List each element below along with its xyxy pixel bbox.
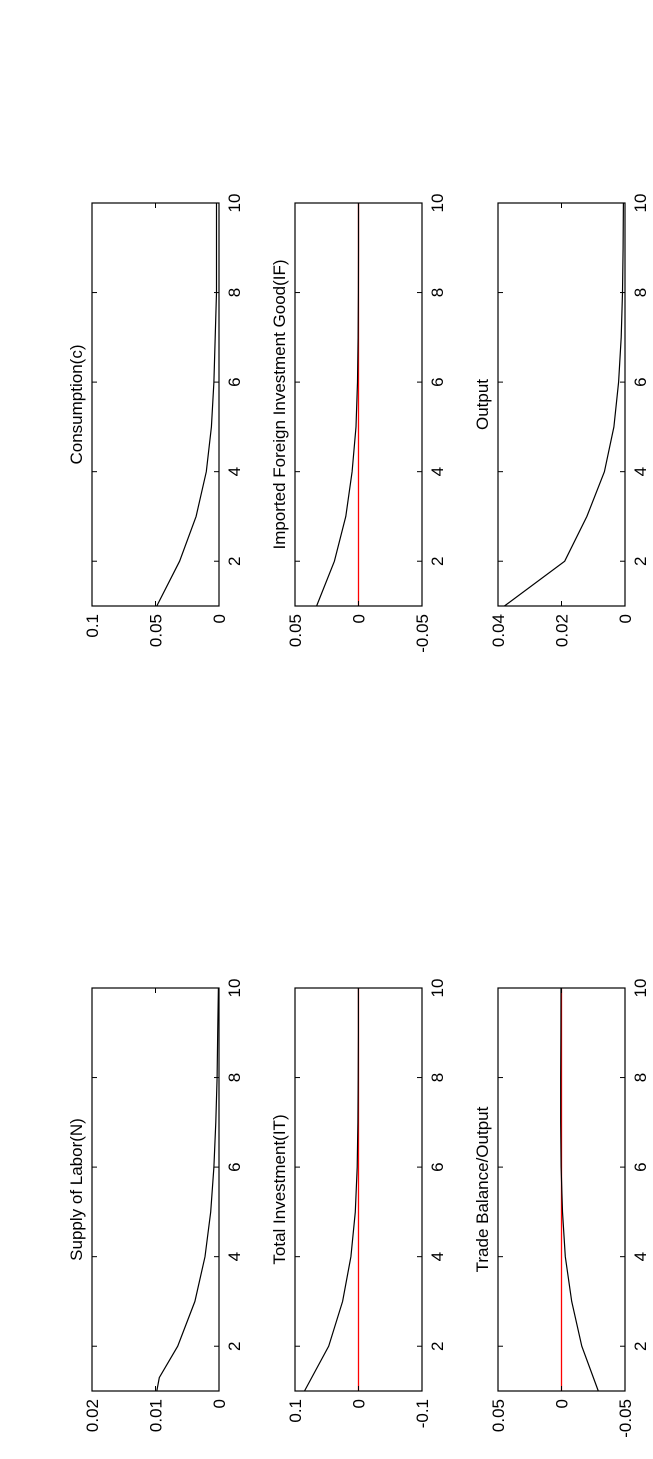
y-tick-label: 0.04 [489,614,508,647]
x-tick-label: 2 [225,1341,244,1350]
subplot-title: Total Investment(IT) [270,1114,289,1264]
y-tick-label: -0.05 [413,614,432,653]
series-line [560,987,599,1392]
series-line [303,988,359,1392]
x-tick-label: 4 [428,467,447,476]
y-tick-label: -0.1 [413,1399,432,1428]
subplot-title: Supply of Labor(N) [67,1118,86,1261]
subplot-title: Consumption(c) [67,345,86,465]
x-tick-label: 6 [428,377,447,386]
x-tick-label: 6 [225,1162,244,1171]
x-tick-label: 8 [225,288,244,297]
x-tick-label: 4 [225,467,244,476]
x-tick-label: 4 [225,1252,244,1261]
y-tick-label: 0.02 [553,614,572,647]
x-tick-label: 6 [428,1162,447,1171]
y-tick-label: 0.1 [83,614,102,638]
y-tick-label: 0.1 [286,1399,305,1423]
y-tick-label: 0.02 [83,1399,102,1432]
x-tick-label: 8 [428,1073,447,1082]
x-tick-label: 2 [428,556,447,565]
x-tick-label: 6 [631,1162,650,1171]
subplot-title: Imported Foreign Investment Good(IF) [270,259,289,549]
x-tick-label: 10 [225,194,244,213]
x-tick-label: 10 [428,194,447,213]
x-tick-label: 10 [428,979,447,998]
x-tick-label: 10 [631,979,650,998]
x-tick-label: 4 [631,467,650,476]
series-line [316,203,360,607]
subplot-2: Total Investment(IT) 2 4 6 8 10 -0.1 0 0.1 [270,979,447,1429]
subplot-1: Supply of Labor(N) 2 4 6 8 10 0 0.01 0.02 [67,979,244,1433]
x-tick-label: 10 [225,979,244,998]
y-tick-label: 0 [616,614,635,623]
subplot-4: Consumption(c) 2 4 6 8 10 0 0.05 0.1 [67,194,244,648]
series-line [504,202,625,607]
x-tick-label: 4 [631,1252,650,1261]
subplot-title: Output [473,379,492,430]
y-tick-label: 0 [350,614,369,623]
y-tick-label: 0.01 [147,1399,166,1432]
x-tick-label: 2 [631,556,650,565]
subplot-5: Imported Foreign Investment Good(IF) 2 4 6 8… [270,194,447,653]
x-tick-label: 8 [631,1073,650,1082]
series-line [156,987,219,1392]
x-tick-label: 2 [631,1341,650,1350]
y-tick-label: 0 [210,614,229,623]
x-tick-label: 4 [428,1252,447,1261]
y-tick-label: 0.05 [489,1399,508,1432]
y-tick-label: 0 [553,1399,572,1408]
y-tick-label: 0.05 [147,614,166,647]
x-tick-label: 10 [631,194,650,213]
x-tick-label: 8 [428,288,447,297]
subplot-3: Trade Balance/Output 2 4 6 8 10 -0.05 0 0.05 [473,979,650,1438]
y-tick-label: 0 [350,1399,369,1408]
series-line [156,203,218,607]
x-tick-label: 8 [631,288,650,297]
x-tick-label: 2 [225,556,244,565]
x-tick-label: 2 [428,1341,447,1350]
y-tick-label: 0 [210,1399,229,1408]
subplot-6: Output 2 4 6 8 10 0 0.02 0.04 [473,194,650,648]
x-tick-label: 8 [225,1073,244,1082]
x-tick-label: 6 [225,377,244,386]
subplot-title: Trade Balance/Output [473,1106,492,1272]
y-tick-label: 0.05 [286,614,305,647]
y-tick-label: -0.05 [616,1399,635,1438]
x-tick-label: 6 [631,377,650,386]
